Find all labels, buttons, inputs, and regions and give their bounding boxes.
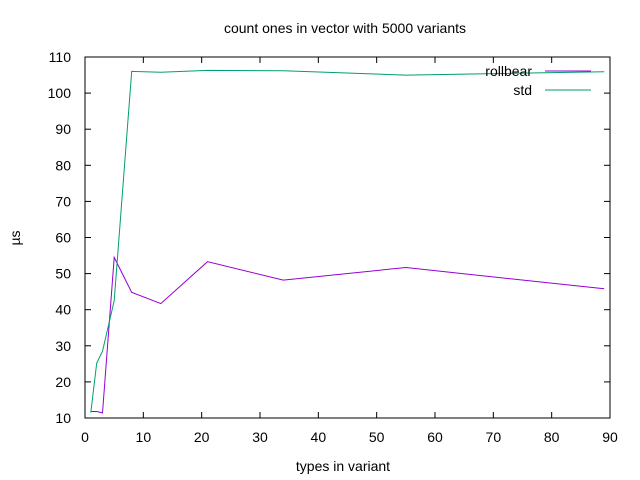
x-tick-label: 0: [81, 429, 89, 445]
series-line-rollbear: [90, 255, 605, 414]
x-tick-label: 60: [427, 429, 443, 445]
y-tick-label: 10: [55, 410, 71, 426]
plot-frame: [84, 56, 611, 419]
axis-ticks: [84, 56, 611, 419]
y-tick-label: 60: [55, 230, 71, 246]
y-tick-label: 80: [55, 157, 71, 173]
legend-label-std: std: [513, 82, 532, 98]
y-tick-label: 40: [55, 302, 71, 318]
chart-title: count ones in vector with 5000 variants: [224, 20, 466, 36]
series-line-std: [90, 69, 605, 413]
y-tick-label: 70: [55, 193, 71, 209]
y-tick-label: 100: [48, 85, 72, 101]
x-tick-label: 10: [136, 429, 152, 445]
legend: rollbear std: [485, 63, 591, 98]
y-tick-label: 90: [55, 121, 71, 137]
y-tick-label: 20: [55, 374, 71, 390]
legend-label-rollbear: rollbear: [485, 63, 532, 79]
series-lines: [90, 69, 605, 414]
x-tick-label: 40: [311, 429, 327, 445]
y-tick-label: 30: [55, 338, 71, 354]
axis-tick-labels: 0 10 20 30 40 50 60 70 80 90 10 20 30 40 50 60 70 80 90 100…: [48, 49, 618, 445]
x-tick-label: 50: [369, 429, 385, 445]
x-tick-label: 90: [602, 429, 618, 445]
x-tick-label: 70: [486, 429, 502, 445]
x-tick-label: 20: [194, 429, 210, 445]
x-tick-label: 80: [544, 429, 560, 445]
x-axis-label: types in variant: [296, 458, 390, 474]
x-tick-label: 30: [252, 429, 268, 445]
y-axis-label: µs: [7, 230, 23, 245]
y-tick-label: 50: [55, 266, 71, 282]
y-tick-label: 110: [49, 49, 72, 65]
